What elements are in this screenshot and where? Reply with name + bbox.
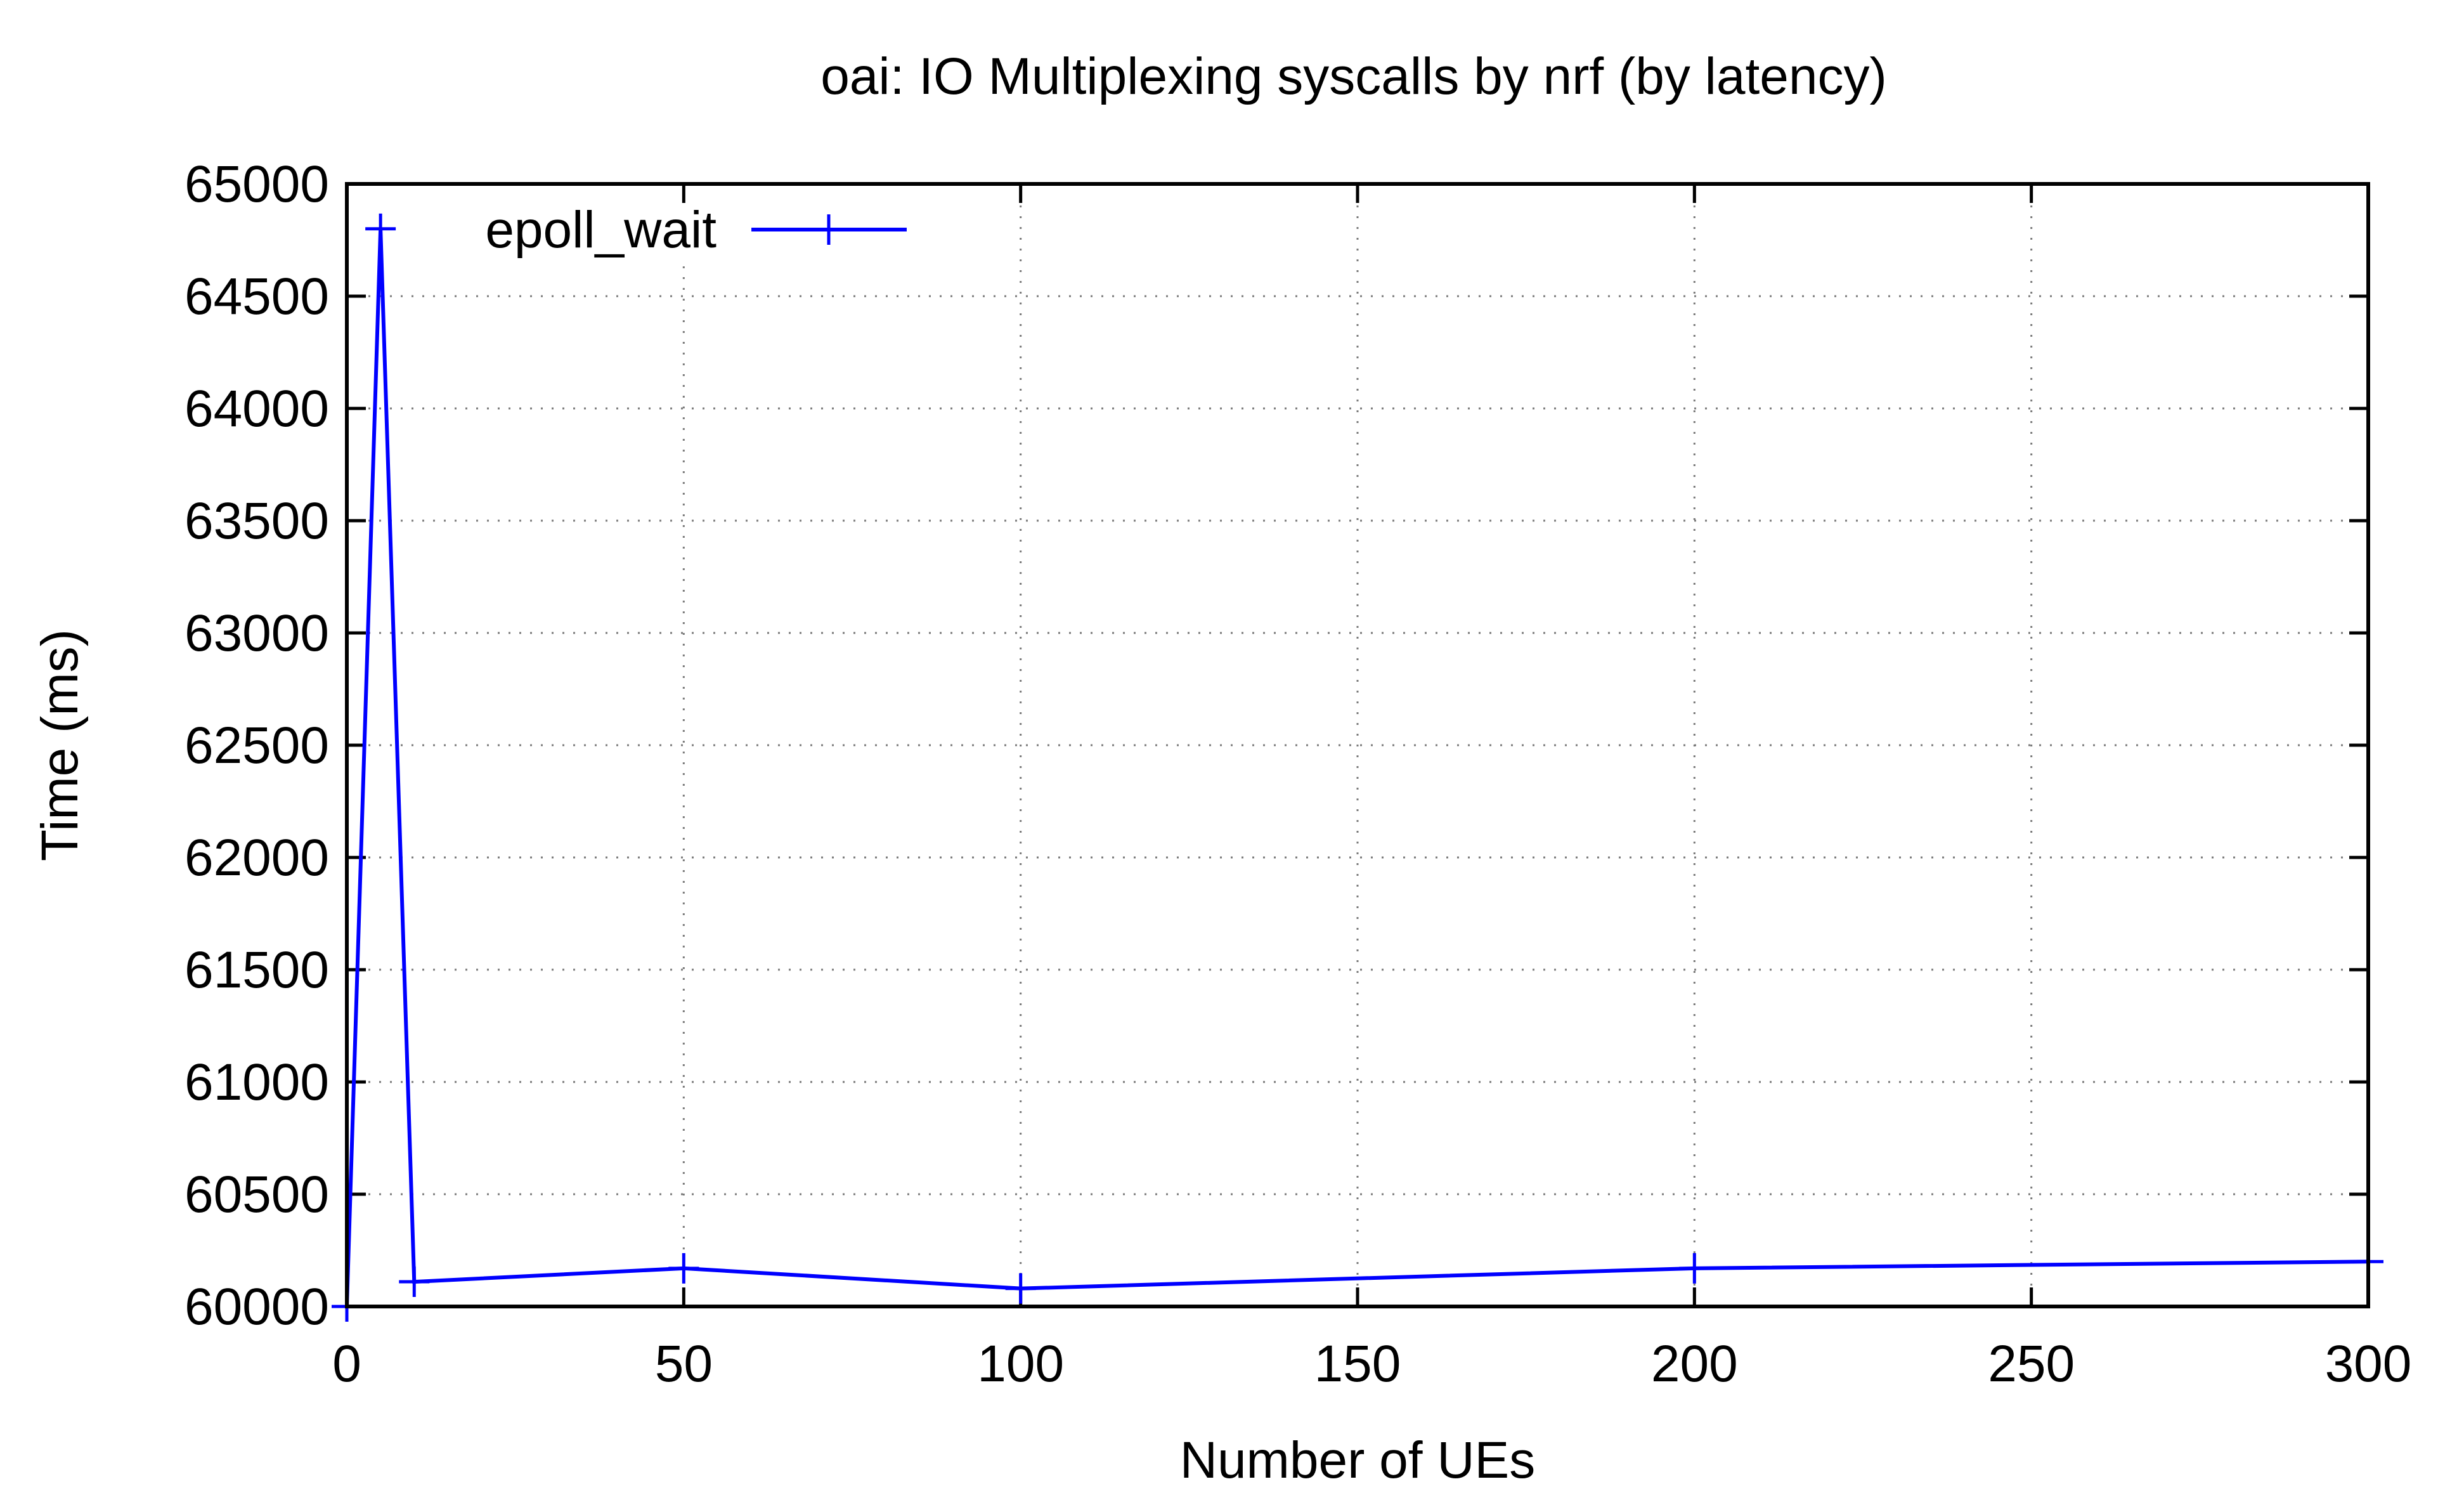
data-point (1005, 1273, 1036, 1304)
y-axis-label: Time (ms) (31, 629, 89, 861)
y-tick-label: 60500 (185, 1166, 329, 1223)
y-tick-label: 63500 (185, 492, 329, 550)
data-point (1679, 1253, 1710, 1284)
legend: epoll_wait (485, 201, 907, 259)
legend-label: epoll_wait (485, 201, 717, 259)
grid (347, 184, 2368, 1306)
y-tick-labels: 60000 60500 61000 61500 62000 62500 63000 63500… (185, 155, 329, 1336)
x-tick-label: 150 (1314, 1335, 1401, 1393)
plot-frame (345, 182, 2370, 1308)
x-tick-label: 100 (977, 1335, 1064, 1393)
data-point (365, 213, 396, 244)
x-tick-label: 0 (332, 1335, 361, 1393)
x-tick-label: 200 (1651, 1335, 1738, 1393)
y-tick-label: 61000 (185, 1053, 329, 1111)
y-tick-label: 62000 (185, 829, 329, 887)
data-point (668, 1253, 699, 1284)
x-axis-label: Number of UEs (1180, 1431, 1536, 1489)
y-tick-label: 65000 (185, 155, 329, 213)
x-tick-labels: 0 50 100 150 200 250 300 (332, 1335, 2411, 1393)
x-tick-label: 50 (655, 1335, 713, 1393)
y-tick-label: 60000 (185, 1278, 329, 1336)
y-tick-label: 64000 (185, 380, 329, 438)
y-tick-label: 64500 (185, 268, 329, 325)
x-tick-label: 300 (2325, 1335, 2412, 1393)
y-tick-label: 62500 (185, 717, 329, 774)
chart-title: oai: IO Multiplexing syscalls by nrf (by… (820, 48, 1887, 105)
y-tick-label: 63000 (185, 604, 329, 662)
data-point (399, 1267, 430, 1298)
series-layer (332, 213, 2383, 1322)
y-tick-label: 61500 (185, 941, 329, 999)
x-tick-label: 250 (1988, 1335, 2075, 1393)
